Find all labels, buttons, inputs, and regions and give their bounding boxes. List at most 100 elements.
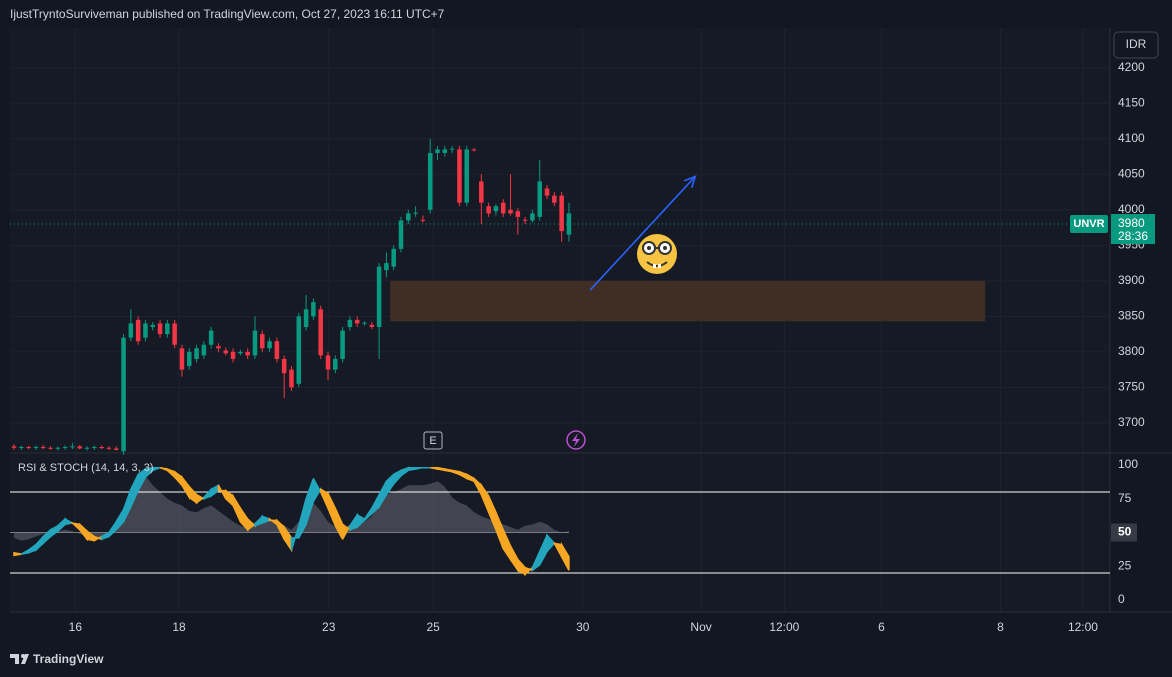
candle-body bbox=[303, 309, 309, 328]
candle-body bbox=[493, 206, 499, 212]
stoch-fill bbox=[444, 468, 453, 473]
candle-body bbox=[106, 447, 112, 449]
candle-body bbox=[19, 447, 24, 449]
last-price-label: 3980 bbox=[1118, 216, 1145, 230]
dividend-marker[interactable] bbox=[566, 430, 586, 450]
candle-body bbox=[398, 220, 404, 249]
candle-body bbox=[347, 319, 353, 328]
stoch-fill bbox=[560, 541, 570, 571]
candle-body bbox=[165, 323, 170, 335]
x-tick-label: 12:00 bbox=[769, 620, 799, 634]
candle-body bbox=[559, 195, 564, 232]
currency-button[interactable] bbox=[1113, 31, 1159, 59]
candle-body bbox=[113, 448, 119, 450]
candle-body bbox=[128, 323, 134, 338]
stoch-fill bbox=[64, 517, 75, 526]
x-tick-label: 25 bbox=[426, 620, 440, 634]
candle-body bbox=[530, 213, 535, 221]
x-tick-label: 16 bbox=[69, 620, 83, 634]
candle-body bbox=[62, 447, 68, 449]
currency-label: IDR bbox=[1126, 37, 1147, 51]
earnings-marker-box[interactable] bbox=[423, 431, 443, 450]
candle-body bbox=[252, 330, 258, 356]
candle-body bbox=[216, 346, 221, 349]
candle-body bbox=[84, 447, 90, 449]
header-title: IjustTryntoSurviveman published on Tradi… bbox=[10, 7, 445, 21]
candle-body bbox=[427, 152, 433, 210]
candle-body bbox=[362, 322, 367, 324]
y-tick-label: 4200 bbox=[1118, 60, 1145, 74]
y-tick-label: 3900 bbox=[1118, 273, 1145, 287]
candle-body bbox=[376, 266, 382, 328]
candle-body bbox=[508, 209, 513, 214]
y-tick-label: 25 bbox=[1118, 558, 1132, 572]
candle-body bbox=[325, 355, 331, 370]
y-tick-label: 0 bbox=[1118, 592, 1125, 606]
x-tick-label: 6 bbox=[878, 620, 885, 634]
candle-body bbox=[11, 446, 17, 448]
candle-body bbox=[391, 248, 396, 267]
logo-text: TradingView bbox=[33, 652, 104, 666]
candle-body bbox=[55, 447, 61, 449]
candle-body bbox=[318, 309, 323, 356]
candle-body bbox=[223, 350, 229, 354]
lightning-icon bbox=[572, 433, 580, 447]
candle-body bbox=[33, 447, 39, 449]
x-tick-label: 18 bbox=[172, 620, 186, 634]
candle-body bbox=[194, 348, 199, 359]
stoch-fill bbox=[151, 466, 161, 472]
candle-body bbox=[464, 149, 469, 203]
candle-body bbox=[121, 337, 126, 452]
candle-body bbox=[537, 181, 543, 217]
candle-body bbox=[479, 181, 484, 203]
candle-body bbox=[369, 324, 375, 328]
candle-body bbox=[179, 348, 185, 370]
candle-body bbox=[245, 351, 250, 356]
tradingview-logo bbox=[10, 654, 29, 664]
candle-body bbox=[566, 213, 572, 235]
y-tick-label: 3750 bbox=[1118, 380, 1145, 394]
candle-body bbox=[296, 316, 302, 384]
candle-body bbox=[99, 447, 104, 449]
x-tick-label: 8 bbox=[997, 620, 1004, 634]
y-tick-label: 4000 bbox=[1118, 202, 1145, 216]
stoch-fill bbox=[13, 551, 22, 557]
candle-body bbox=[150, 324, 156, 328]
indicator-title: RSI & STOCH (14, 14, 3, 3) bbox=[18, 462, 154, 474]
y-tick-label: 4100 bbox=[1118, 131, 1145, 145]
candle-body bbox=[281, 358, 287, 374]
x-tick-label: 23 bbox=[322, 620, 336, 634]
candle-body bbox=[311, 302, 316, 317]
y-tick-label: 4150 bbox=[1118, 95, 1145, 109]
candle-body bbox=[40, 447, 46, 449]
y-tick-label: 3850 bbox=[1118, 309, 1145, 323]
candle-body bbox=[267, 341, 272, 349]
last-price-bg bbox=[1111, 214, 1155, 245]
candle-body bbox=[135, 319, 141, 342]
candle-body bbox=[92, 447, 97, 449]
candle-body bbox=[340, 330, 345, 359]
x-tick-label: Nov bbox=[690, 620, 711, 634]
x-tick-label: 12:00 bbox=[1068, 620, 1098, 634]
stoch-fill bbox=[407, 466, 417, 472]
candle-body bbox=[143, 323, 148, 338]
y-tick-label: 100 bbox=[1118, 457, 1138, 471]
stoch-fill bbox=[546, 533, 556, 554]
candle-body bbox=[435, 149, 440, 153]
earnings-marker: E bbox=[429, 435, 436, 447]
candle-body bbox=[77, 446, 82, 449]
y-tick-label: 3700 bbox=[1118, 415, 1145, 429]
candle-body bbox=[333, 358, 338, 370]
candle-body bbox=[471, 149, 477, 151]
candle-body bbox=[522, 219, 528, 221]
candle-body bbox=[260, 334, 265, 349]
chart-layer bbox=[10, 28, 1110, 612]
candle-body bbox=[420, 219, 426, 221]
candle-body bbox=[230, 351, 236, 359]
symbol-label: UNVR bbox=[1073, 218, 1104, 230]
stoch-fill bbox=[436, 466, 446, 472]
candle-body bbox=[289, 369, 294, 388]
candle-body bbox=[413, 212, 418, 214]
